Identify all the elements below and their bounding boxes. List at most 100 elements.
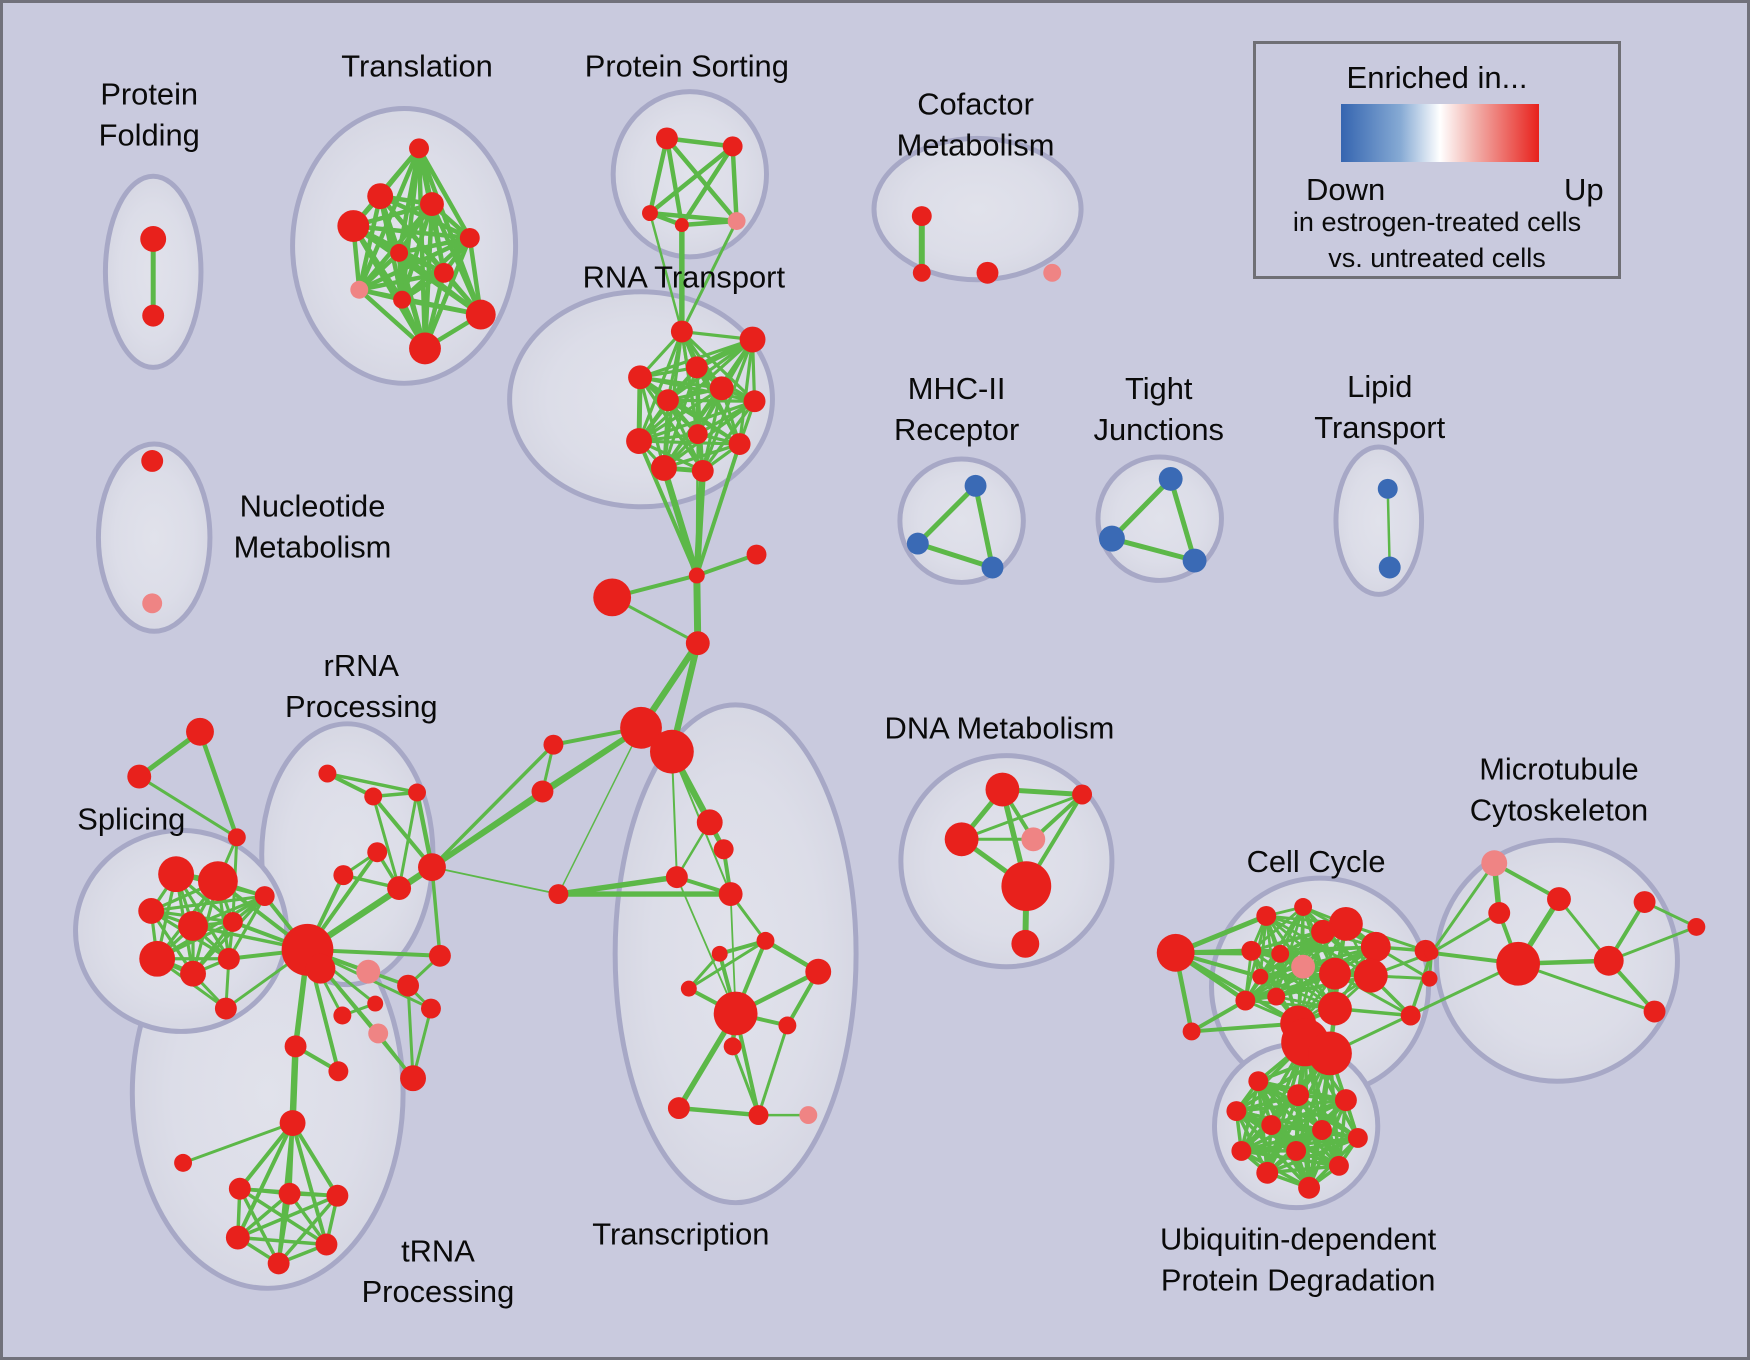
node-x14[interactable] [748, 1105, 769, 1126]
node-v9[interactable] [393, 290, 412, 309]
node-nm1[interactable] [141, 450, 164, 472]
node-b2[interactable] [1287, 1084, 1310, 1107]
node-u4[interactable] [225, 1225, 250, 1250]
node-s8[interactable] [217, 947, 240, 970]
node-r7[interactable] [418, 853, 446, 882]
node-h2[interactable] [649, 729, 694, 774]
node-c5[interactable] [1360, 931, 1391, 962]
node-p1[interactable] [655, 127, 678, 150]
node-p4[interactable] [674, 218, 689, 232]
node-s7[interactable] [180, 960, 206, 987]
node-nm2[interactable] [142, 593, 163, 614]
node-x8[interactable] [805, 958, 832, 985]
node-d5[interactable] [1001, 861, 1052, 911]
node-s1[interactable] [158, 856, 195, 893]
node-c20[interactable] [1421, 970, 1438, 987]
node-r15[interactable] [328, 1061, 349, 1082]
node-tj1[interactable] [1158, 466, 1183, 491]
node-lp1[interactable] [1377, 478, 1398, 499]
node-r11[interactable] [397, 974, 420, 997]
node-c4[interactable] [1311, 919, 1335, 944]
node-v1[interactable] [409, 138, 429, 159]
node-x7[interactable] [711, 945, 728, 962]
node-q2[interactable] [906, 532, 929, 555]
node-p3[interactable] [642, 205, 658, 222]
node-t3[interactable] [227, 828, 246, 847]
node-b9[interactable] [1286, 1140, 1307, 1161]
node-p5[interactable] [727, 212, 746, 230]
node-ml1[interactable] [1424, 945, 1439, 960]
node-m3[interactable] [1488, 902, 1511, 924]
node-s9[interactable] [254, 886, 275, 906]
node-b11[interactable] [1328, 1155, 1349, 1176]
node-b5[interactable] [1261, 1115, 1282, 1135]
node-u3[interactable] [326, 1184, 349, 1207]
node-d3[interactable] [944, 822, 979, 857]
node-n3[interactable] [628, 365, 652, 390]
node-b7[interactable] [1347, 1128, 1368, 1148]
node-m8[interactable] [1643, 1000, 1666, 1023]
node-x15[interactable] [799, 1106, 818, 1125]
node-cf4[interactable] [1043, 263, 1062, 282]
node-v8[interactable] [350, 280, 369, 299]
node-n2[interactable] [739, 326, 766, 353]
node-sl[interactable] [1182, 1022, 1201, 1041]
node-r2[interactable] [364, 787, 383, 806]
node-pf1[interactable] [140, 226, 167, 252]
node-r17[interactable] [284, 1035, 307, 1058]
node-k3[interactable] [593, 578, 632, 617]
node-u2[interactable] [278, 1182, 301, 1205]
node-n4[interactable] [685, 356, 708, 379]
node-tj2[interactable] [1099, 525, 1125, 552]
node-t2[interactable] [127, 764, 152, 789]
node-r16[interactable] [400, 1065, 426, 1092]
node-m6[interactable] [1633, 891, 1656, 913]
node-n7[interactable] [743, 390, 766, 413]
node-pf2[interactable] [142, 304, 165, 327]
node-k4[interactable] [685, 631, 710, 656]
node-s2[interactable] [198, 861, 238, 902]
node-x6[interactable] [756, 931, 775, 950]
node-u5[interactable] [315, 1233, 338, 1256]
node-c2[interactable] [1294, 898, 1313, 916]
node-n10[interactable] [728, 433, 751, 455]
node-m2[interactable] [1547, 887, 1571, 911]
node-c18[interactable] [1400, 1005, 1421, 1026]
node-c10[interactable] [1353, 958, 1388, 993]
node-x11[interactable] [778, 1016, 797, 1035]
node-u6[interactable] [267, 1252, 290, 1275]
node-c7[interactable] [1271, 944, 1290, 963]
node-k1[interactable] [688, 567, 705, 584]
node-s5[interactable] [222, 911, 243, 932]
node-tj3[interactable] [1182, 548, 1207, 573]
node-x12[interactable] [723, 1037, 742, 1056]
node-h1[interactable] [620, 706, 662, 749]
node-v5[interactable] [459, 228, 480, 248]
node-r10[interactable] [428, 944, 451, 967]
node-r18[interactable] [279, 1110, 306, 1136]
node-r1[interactable] [318, 764, 337, 783]
node-c12[interactable] [1235, 990, 1256, 1011]
node-v10[interactable] [465, 299, 496, 330]
node-r14[interactable] [333, 1006, 352, 1025]
node-r3[interactable] [408, 783, 426, 802]
node-x9[interactable] [680, 980, 697, 997]
node-c9[interactable] [1319, 957, 1351, 990]
node-u1[interactable] [228, 1177, 251, 1200]
node-x1[interactable] [696, 809, 723, 836]
node-s6[interactable] [139, 940, 176, 977]
node-m5[interactable] [1593, 945, 1624, 976]
node-x3[interactable] [665, 866, 688, 889]
node-r12[interactable] [421, 998, 441, 1019]
node-cf1[interactable] [911, 206, 932, 227]
node-n1[interactable] [670, 320, 693, 343]
node-b1[interactable] [1248, 1071, 1269, 1092]
node-x4[interactable] [718, 882, 743, 906]
node-w1[interactable] [543, 734, 564, 755]
node-d6[interactable] [1011, 929, 1040, 958]
node-cf3[interactable] [976, 261, 999, 284]
node-x2[interactable] [713, 839, 734, 860]
node-c8[interactable] [1291, 954, 1316, 979]
node-d2[interactable] [1072, 784, 1093, 805]
node-w2[interactable] [531, 780, 554, 803]
